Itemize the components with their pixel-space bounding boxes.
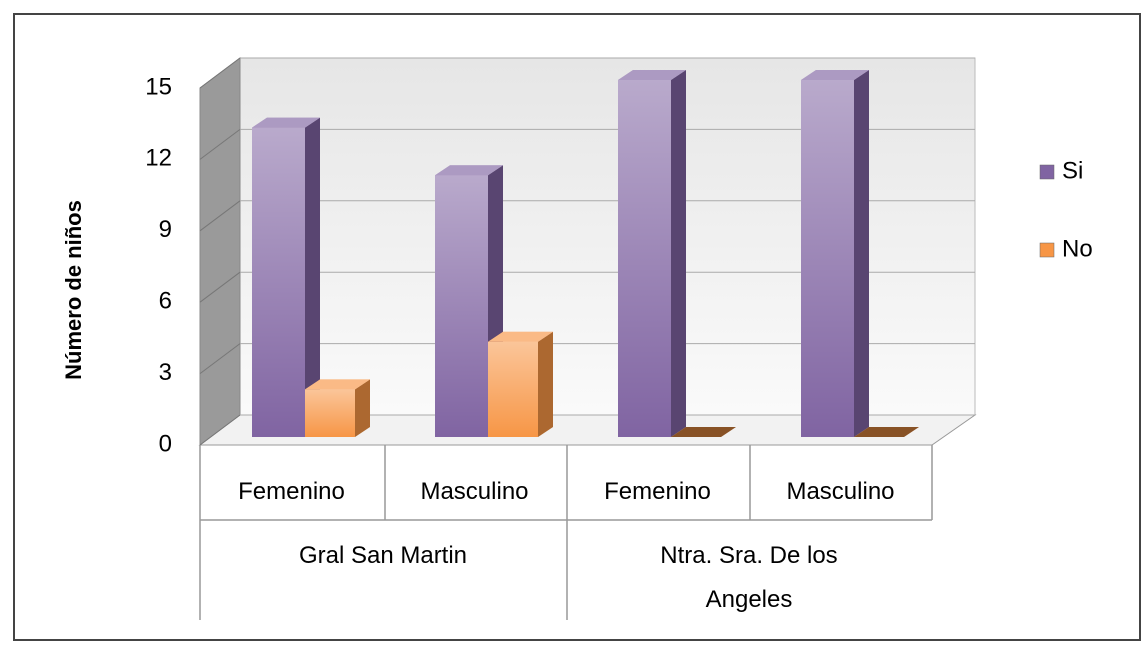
bar-side-shade xyxy=(854,70,869,437)
bar-top xyxy=(435,165,503,176)
legend-swatch xyxy=(1039,164,1055,180)
bar xyxy=(435,165,503,437)
bar-top-shade xyxy=(488,331,553,342)
bar-shine xyxy=(305,389,355,437)
bar xyxy=(854,427,919,437)
bar xyxy=(252,117,320,437)
side-grid-line xyxy=(199,57,241,89)
bar-top-shade xyxy=(671,427,736,437)
legend-label: No xyxy=(1062,235,1093,262)
y-tick-label: 0 xyxy=(159,430,172,457)
bar-top xyxy=(252,117,320,128)
x-tick-label-text: Masculino xyxy=(420,478,529,505)
bar xyxy=(618,70,686,437)
y-tick-label: 12 xyxy=(145,145,172,172)
bar xyxy=(671,427,736,437)
legend-swatch xyxy=(1039,242,1055,258)
bar-top-shade xyxy=(801,70,869,80)
bar xyxy=(305,379,370,437)
bar-shine xyxy=(435,175,488,437)
y-axis-title: Número de niños xyxy=(61,200,86,380)
group-label-text: Gral San Martin xyxy=(298,542,468,569)
bar-side-shade xyxy=(671,70,686,437)
bar-top xyxy=(305,379,370,390)
bar-shine xyxy=(252,127,305,437)
bar-side xyxy=(355,379,370,437)
group-label-text: Ntra. Sra. De los Angeles xyxy=(660,542,838,613)
side-grid-line xyxy=(199,128,241,160)
legend-label: Si xyxy=(1062,157,1083,184)
y-tick-label: 3 xyxy=(159,359,172,386)
group-label: Gral San Martin xyxy=(200,534,566,578)
bar-side-shade xyxy=(538,331,553,437)
x-tick-label-text: Femenino xyxy=(604,478,711,505)
bar-top-shade xyxy=(618,70,686,80)
side-grid-line xyxy=(199,271,241,303)
bar-side xyxy=(854,70,869,437)
bar-top-shade xyxy=(252,117,320,128)
bar-shine xyxy=(488,341,538,437)
bar-side xyxy=(305,117,320,437)
bar-top xyxy=(854,427,919,437)
y-tick-label: 6 xyxy=(159,288,172,315)
bar-side-shade xyxy=(355,379,370,437)
x-tick-label: Femenino xyxy=(200,478,383,506)
bar-top-shade xyxy=(435,165,503,176)
bar-top xyxy=(488,331,553,342)
side-grid-line xyxy=(199,414,241,446)
bar-shine xyxy=(618,80,671,437)
x-tick-label: Femenino xyxy=(566,478,749,506)
y-tick-label: 9 xyxy=(159,216,172,243)
bar-side-shade xyxy=(305,117,320,437)
bar-shine xyxy=(801,80,854,437)
bar-top xyxy=(671,427,736,437)
group-label: Ntra. Sra. De los Angeles xyxy=(566,534,932,622)
x-tick-label-text: Masculino xyxy=(786,478,895,505)
y-tick-label: 15 xyxy=(145,73,172,100)
bar-side xyxy=(538,331,553,437)
bar-top-shade xyxy=(854,427,919,437)
bar-top xyxy=(618,70,686,80)
table-lines xyxy=(199,445,933,620)
bar-top xyxy=(801,70,869,80)
bar xyxy=(801,70,869,437)
bar-side xyxy=(671,70,686,437)
x-tick-label: Masculino xyxy=(749,478,932,506)
side-grid-line xyxy=(199,200,241,232)
side-wall xyxy=(199,57,241,446)
x-tick-label: Masculino xyxy=(383,478,566,506)
bar xyxy=(488,331,553,437)
bar-top-shade xyxy=(305,379,370,390)
side-grid-line xyxy=(199,343,241,375)
x-tick-label-text: Femenino xyxy=(238,478,345,505)
